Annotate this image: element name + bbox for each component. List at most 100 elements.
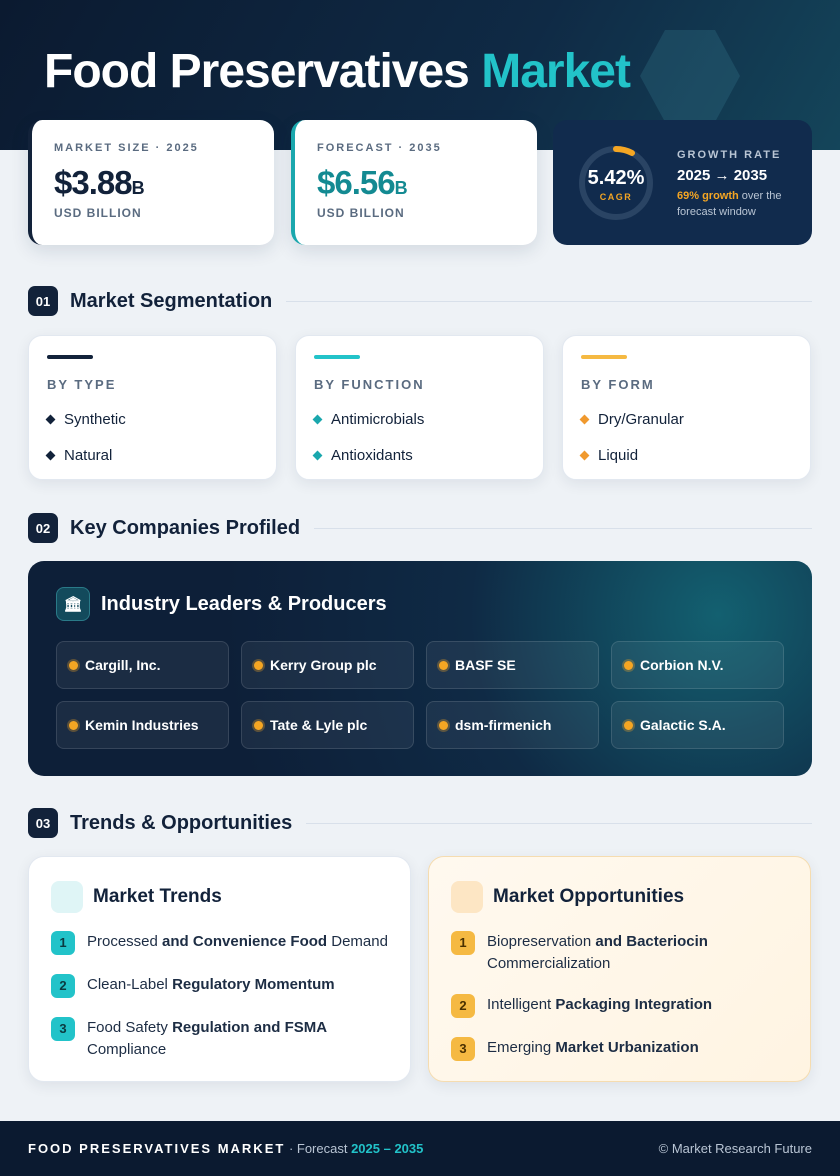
footer-copyright: © Market Research Future — [658, 1141, 812, 1156]
stat-number: $6.56 — [317, 164, 396, 201]
segment-item-text: Antioxidants — [331, 447, 413, 464]
section-rule — [306, 822, 812, 824]
segment-item: Antimicrobials — [312, 411, 525, 428]
section-rule — [314, 527, 812, 529]
list-card: Market Trends 1 Processed and Convenience … — [28, 856, 411, 1082]
stat-note: USD BILLION — [317, 206, 405, 220]
list-item: 1 Processed and Convenience Food Demand — [51, 931, 388, 955]
section-heading: 01 Market Segmentation — [28, 285, 812, 317]
list-heading: Market Trends — [51, 881, 388, 913]
company-name: Corbion N.V. — [640, 657, 724, 673]
companies-heading: 🏛 Industry Leaders & Producers — [56, 587, 387, 621]
segment-title: BY FORM — [581, 377, 655, 392]
item-text-plain: Demand — [331, 933, 388, 950]
company-name: Galactic S.A. — [640, 717, 726, 733]
item-text-plain: Commercialization — [487, 955, 611, 972]
company-pill: dsm-firmenich — [426, 701, 599, 749]
company-pill: Kerry Group plc — [241, 641, 414, 689]
growth-highlight: 69% growth — [677, 190, 739, 202]
list-item: 1 Biopreservation and Bacteriocin Commerc… — [451, 931, 788, 975]
item-text-bold: Regulation and FSMA — [172, 1019, 328, 1036]
cagr-label: CAGR — [599, 192, 633, 202]
item-number: 1 — [451, 931, 475, 955]
company-dot — [624, 720, 633, 730]
segment-item-text: Synthetic — [64, 411, 126, 428]
item-text: Biopreservation and Bacteriocin Commerci… — [487, 931, 788, 975]
list-title: Market Trends — [93, 886, 222, 907]
item-text: Processed and Convenience Food Demand — [87, 931, 388, 955]
segment-card: BY FORM Dry/Granular Liquid — [562, 335, 811, 480]
list-item: 3 Emerging Market Urbanization — [451, 1037, 788, 1061]
item-text-plain: Emerging — [487, 1039, 552, 1056]
stat-note: USD BILLION — [54, 206, 142, 220]
section-number: 03 — [28, 808, 58, 838]
company-pill: Kemin Industries — [56, 701, 229, 749]
section-heading: 02 Key Companies Profiled — [28, 512, 812, 544]
list-icon — [451, 881, 483, 913]
segment-card: BY TYPE Synthetic Natural — [28, 335, 277, 480]
item-number: 3 — [451, 1037, 475, 1061]
list-item: 3 Food Safety Regulation and FSMA Complia… — [51, 1017, 388, 1061]
list-heading: Market Opportunities — [451, 881, 788, 913]
item-number: 2 — [451, 994, 475, 1018]
footer-brand: FOOD PRESERVATIVES MARKET — [28, 1141, 286, 1156]
list-item: 2 Clean-Label Regulatory Momentum — [51, 974, 388, 998]
company-name: dsm-firmenich — [455, 717, 552, 733]
segment-item-text: Dry/Granular — [598, 411, 684, 428]
company-dot — [69, 720, 78, 730]
segment-item: Liquid — [579, 447, 792, 464]
bullet — [45, 414, 56, 425]
stat-unit: B — [394, 178, 408, 198]
stat-label: MARKET SIZE · 2025 — [54, 142, 199, 154]
company-name: BASF SE — [455, 657, 516, 673]
companies-icon: 🏛 — [56, 587, 90, 621]
item-text-bold: and Bacteriocin — [595, 933, 708, 950]
item-text-plain: Biopreservation — [487, 933, 592, 950]
company-name: Kerry Group plc — [270, 657, 377, 673]
growth-card: 5.42% CAGR GROWTH RATE 2025 → 2035 69% g… — [553, 120, 812, 245]
title-accent: Market — [481, 45, 631, 98]
section-number: 02 — [28, 513, 58, 543]
segment-card: BY FUNCTION Antimicrobials Antioxidants — [295, 335, 544, 480]
stat-unit: B — [131, 178, 145, 198]
section-title: Market Segmentation — [70, 289, 273, 312]
growth-range: 2025 → 2035 — [677, 167, 768, 184]
section-title: Key Companies Profiled — [70, 516, 301, 539]
stat-number: $3.88 — [54, 164, 133, 201]
bullet — [579, 450, 590, 461]
cagr-value: 5.42% — [587, 167, 645, 189]
item-text-bold: Packaging Integration — [555, 996, 713, 1013]
item-text: Intelligent Packaging Integration — [487, 994, 712, 1018]
segment-item-text: Antimicrobials — [331, 411, 425, 428]
section-heading: 03 Trends & Opportunities — [28, 807, 812, 839]
item-text-bold: and Convenience Food — [162, 933, 328, 950]
item-number: 3 — [51, 1017, 75, 1041]
title-main: Food Preservatives — [44, 45, 470, 98]
item-text-plain: Food Safety — [87, 1019, 168, 1036]
segment-item-text: Liquid — [598, 447, 639, 464]
item-number: 1 — [51, 931, 75, 955]
company-pill: Cargill, Inc. — [56, 641, 229, 689]
company-dot — [624, 660, 633, 670]
bullet — [312, 450, 323, 461]
stat-label: FORECAST · 2035 — [317, 142, 442, 154]
footer-years: 2025 – 2035 — [351, 1141, 424, 1156]
section-title: Trends & Opportunities — [70, 811, 293, 834]
bullet — [45, 450, 56, 461]
segment-title: BY TYPE — [47, 377, 117, 392]
companies-title: Industry Leaders & Producers — [101, 592, 387, 615]
segment-accent — [47, 355, 93, 359]
companies-panel: 🏛 Industry Leaders & Producers Cargill, … — [28, 561, 812, 776]
bullet — [312, 414, 323, 425]
bullet — [579, 414, 590, 425]
company-name: Cargill, Inc. — [85, 657, 161, 673]
company-pill: Tate & Lyle plc — [241, 701, 414, 749]
item-text: Food Safety Regulation and FSMA Complian… — [87, 1017, 388, 1061]
decor-hexagon — [640, 30, 740, 122]
segment-item-text: Natural — [64, 447, 113, 464]
item-text-plain: Compliance — [87, 1041, 167, 1058]
company-dot — [254, 720, 263, 730]
list-item: 2 Intelligent Packaging Integration — [451, 994, 788, 1018]
section-rule — [286, 300, 812, 302]
